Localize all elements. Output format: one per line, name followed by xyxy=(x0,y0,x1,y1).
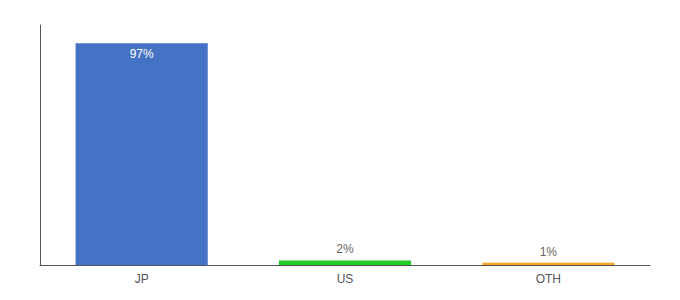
svg-text:97%: 97% xyxy=(130,47,154,61)
svg-text:OTH: OTH xyxy=(536,272,561,286)
svg-text:1%: 1% xyxy=(540,245,558,259)
svg-text:2%: 2% xyxy=(336,242,354,256)
svg-text:JP: JP xyxy=(135,272,149,286)
svg-text:US: US xyxy=(337,272,354,286)
